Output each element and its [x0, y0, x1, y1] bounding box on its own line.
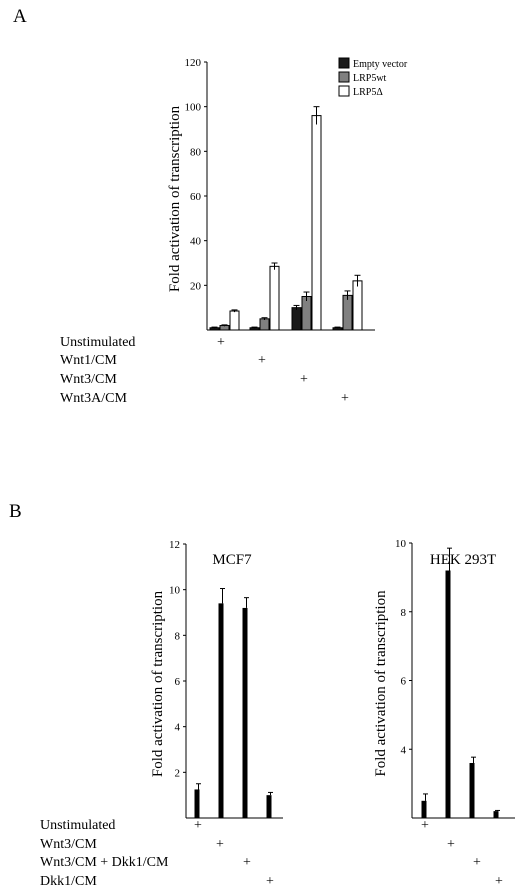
condition-mark: +	[216, 837, 224, 852]
condition-mark: +	[217, 335, 225, 350]
condition-mark: +	[421, 818, 429, 833]
y-tick-label: 8	[401, 607, 407, 619]
chart-b-mcf7: MCF7 2 4 6 8 10 12 Fold activation of transcrip…	[40, 539, 283, 887]
condition-mark: +	[194, 818, 202, 833]
chart-a-fold-activation: 20 40 60 80 100 120 Fold activation of transcr…	[60, 57, 408, 406]
condition-label: Wnt3/CM	[60, 372, 117, 387]
y-tick-label: 6	[175, 676, 181, 688]
chart-b-hek293t: HEK 293T 4 6 8 10 Fold activation of transcri…	[373, 538, 515, 887]
condition-label: Unstimulated	[60, 335, 135, 350]
y-axis-title: Fold activation of transcription	[150, 590, 166, 777]
legend-label: Empty vector	[353, 59, 408, 70]
y-tick-label: 10	[395, 538, 407, 550]
bar	[352, 280, 363, 331]
panel-b-letter: B	[9, 501, 22, 522]
y-tick-label: 60	[190, 191, 202, 203]
condition-label: Wnt3A/CM	[60, 391, 127, 406]
condition-mark: +	[495, 874, 503, 887]
y-tick-label: 12	[169, 539, 180, 551]
bar	[291, 307, 302, 331]
bar	[266, 795, 272, 818]
legend-label: LRP5wt	[353, 73, 387, 84]
y-tick-label: 80	[190, 146, 202, 158]
chart-title: MCF7	[212, 552, 252, 568]
bar	[229, 310, 240, 331]
bar	[311, 115, 322, 331]
bar	[242, 607, 248, 818]
legend-label: LRP5Δ	[353, 87, 383, 98]
y-tick-label: 4	[401, 744, 407, 756]
bar	[445, 570, 451, 818]
y-tick-label: 40	[190, 236, 202, 248]
y-tick-label: 20	[190, 280, 202, 292]
bar	[269, 265, 280, 331]
condition-mark: +	[258, 353, 266, 368]
y-tick-label: 10	[169, 585, 181, 597]
y-tick-label: 6	[401, 676, 407, 688]
condition-label: Wnt3/CM	[40, 837, 97, 852]
condition-mark: +	[341, 391, 349, 406]
bar	[259, 318, 270, 331]
panel-a-letter: A	[13, 6, 27, 27]
chart-title: HEK 293T	[430, 552, 496, 568]
legend-swatch	[338, 57, 350, 69]
y-axis-title: Fold activation of transcription	[373, 590, 389, 777]
bar	[493, 811, 499, 818]
condition-label: Wnt1/CM	[60, 353, 117, 368]
y-tick-label: 2	[175, 767, 181, 779]
legend-swatch	[338, 85, 350, 97]
legend-swatch	[338, 71, 350, 83]
y-tick-label: 120	[185, 57, 202, 69]
condition-mark: +	[473, 855, 481, 870]
bar	[218, 603, 224, 818]
bar	[342, 294, 353, 331]
y-tick-label: 100	[185, 102, 202, 114]
bar	[301, 296, 312, 331]
y-axis-title: Fold activation of transcription	[167, 105, 183, 292]
bar	[194, 789, 200, 818]
condition-label: Wnt3/CM + Dkk1/CM	[40, 855, 169, 870]
condition-mark: +	[266, 874, 274, 887]
bar	[469, 763, 475, 818]
bar	[421, 800, 427, 818]
condition-mark: +	[300, 372, 308, 387]
y-tick-label: 8	[175, 630, 181, 642]
condition-mark: +	[243, 855, 251, 870]
condition-label: Dkk1/CM	[40, 874, 97, 887]
condition-label: Unstimulated	[40, 818, 115, 833]
condition-mark: +	[447, 837, 455, 852]
y-tick-label: 4	[175, 722, 181, 734]
